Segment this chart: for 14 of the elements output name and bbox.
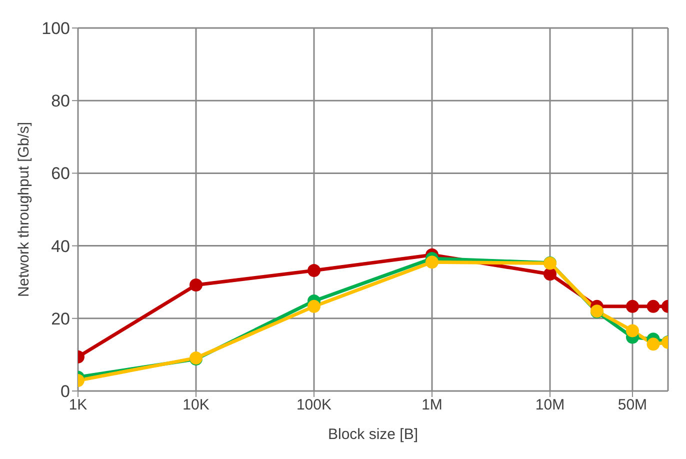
- y-tick-label: 60: [51, 164, 70, 184]
- y-tick-label: 100: [42, 19, 70, 38]
- y-tick-label: 20: [51, 309, 70, 328]
- y-tick-label: 40: [51, 236, 70, 256]
- y-axis-title: Network throughput [Gb/s]: [15, 122, 32, 298]
- x-tick-label: 50M: [618, 396, 648, 414]
- x-axis-title: Block size [B]: [328, 426, 418, 443]
- x-tick-label: 1K: [68, 396, 88, 414]
- y-tick-label: 0: [60, 382, 70, 402]
- y-tick-label: 80: [51, 92, 70, 111]
- x-tick-label: 100K: [296, 396, 332, 414]
- x-tick-label: 10K: [182, 396, 210, 414]
- x-tick-label: 1M: [422, 396, 442, 414]
- x-tick-label: 10M: [535, 396, 565, 414]
